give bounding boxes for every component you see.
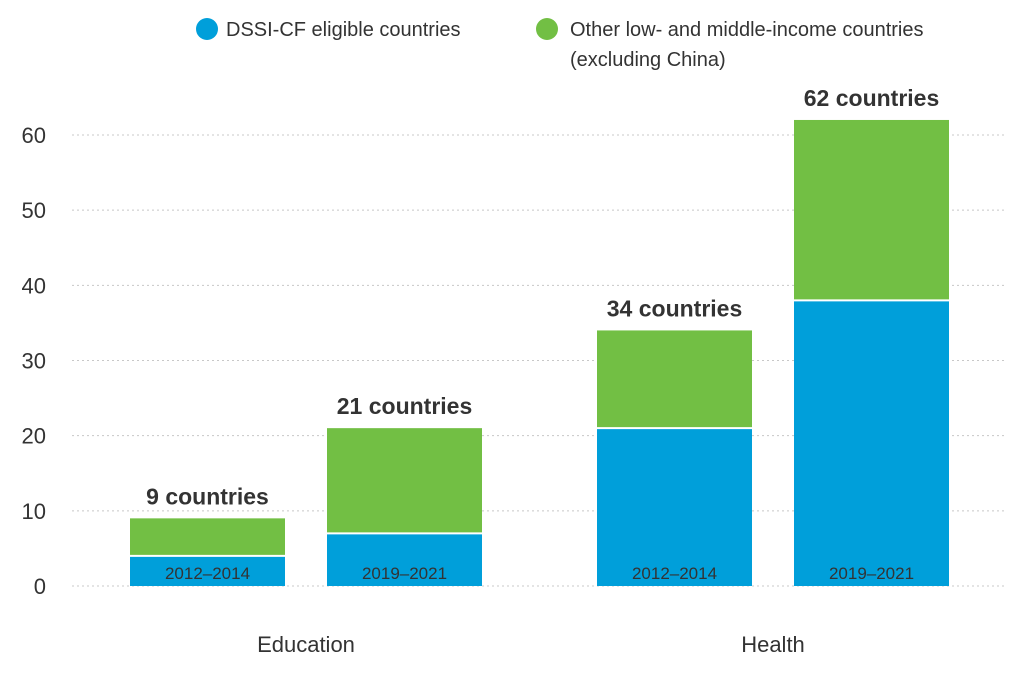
y-tick-label: 20 (22, 424, 46, 449)
legend: DSSI-CF eligible countries Other low- an… (196, 18, 924, 71)
legend-marker-dssi (196, 18, 218, 40)
bar-segment-other (327, 428, 482, 534)
legend-marker-other (536, 18, 558, 40)
y-tick-label: 40 (22, 273, 46, 298)
y-tick-label: 0 (34, 574, 46, 599)
total-data-label: 21 countries (337, 393, 473, 419)
y-tick-label: 30 (22, 349, 46, 374)
bar-segment-dssi (327, 533, 482, 586)
legend-label-other: Other low- and middle-income countries (570, 19, 924, 41)
bar-segment-other (597, 330, 752, 429)
legend-label-dssi: DSSI-CF eligible countries (226, 19, 461, 41)
bar-segment-dssi (597, 428, 752, 586)
bar-segment-other (794, 119, 949, 301)
total-data-label: 34 countries (607, 295, 743, 321)
y-tick-label: 50 (22, 198, 46, 223)
legend-label-other-line2: (excluding China) (570, 49, 726, 71)
bar-segment-dssi (794, 300, 949, 586)
total-data-label: 62 countries (804, 85, 940, 111)
period-label: 2012–2014 (165, 564, 250, 583)
total-data-label: 9 countries (146, 483, 269, 509)
category-label: Education (257, 632, 355, 657)
category-label: Health (741, 632, 805, 657)
bar-segment-dssi (130, 555, 285, 586)
period-label: 2019–2021 (362, 564, 447, 583)
period-label: 2019–2021 (829, 564, 914, 583)
bar-segment-other (130, 518, 285, 556)
period-label: 2012–2014 (632, 564, 717, 583)
y-tick-label: 10 (22, 499, 46, 524)
y-tick-label: 60 (22, 123, 46, 148)
